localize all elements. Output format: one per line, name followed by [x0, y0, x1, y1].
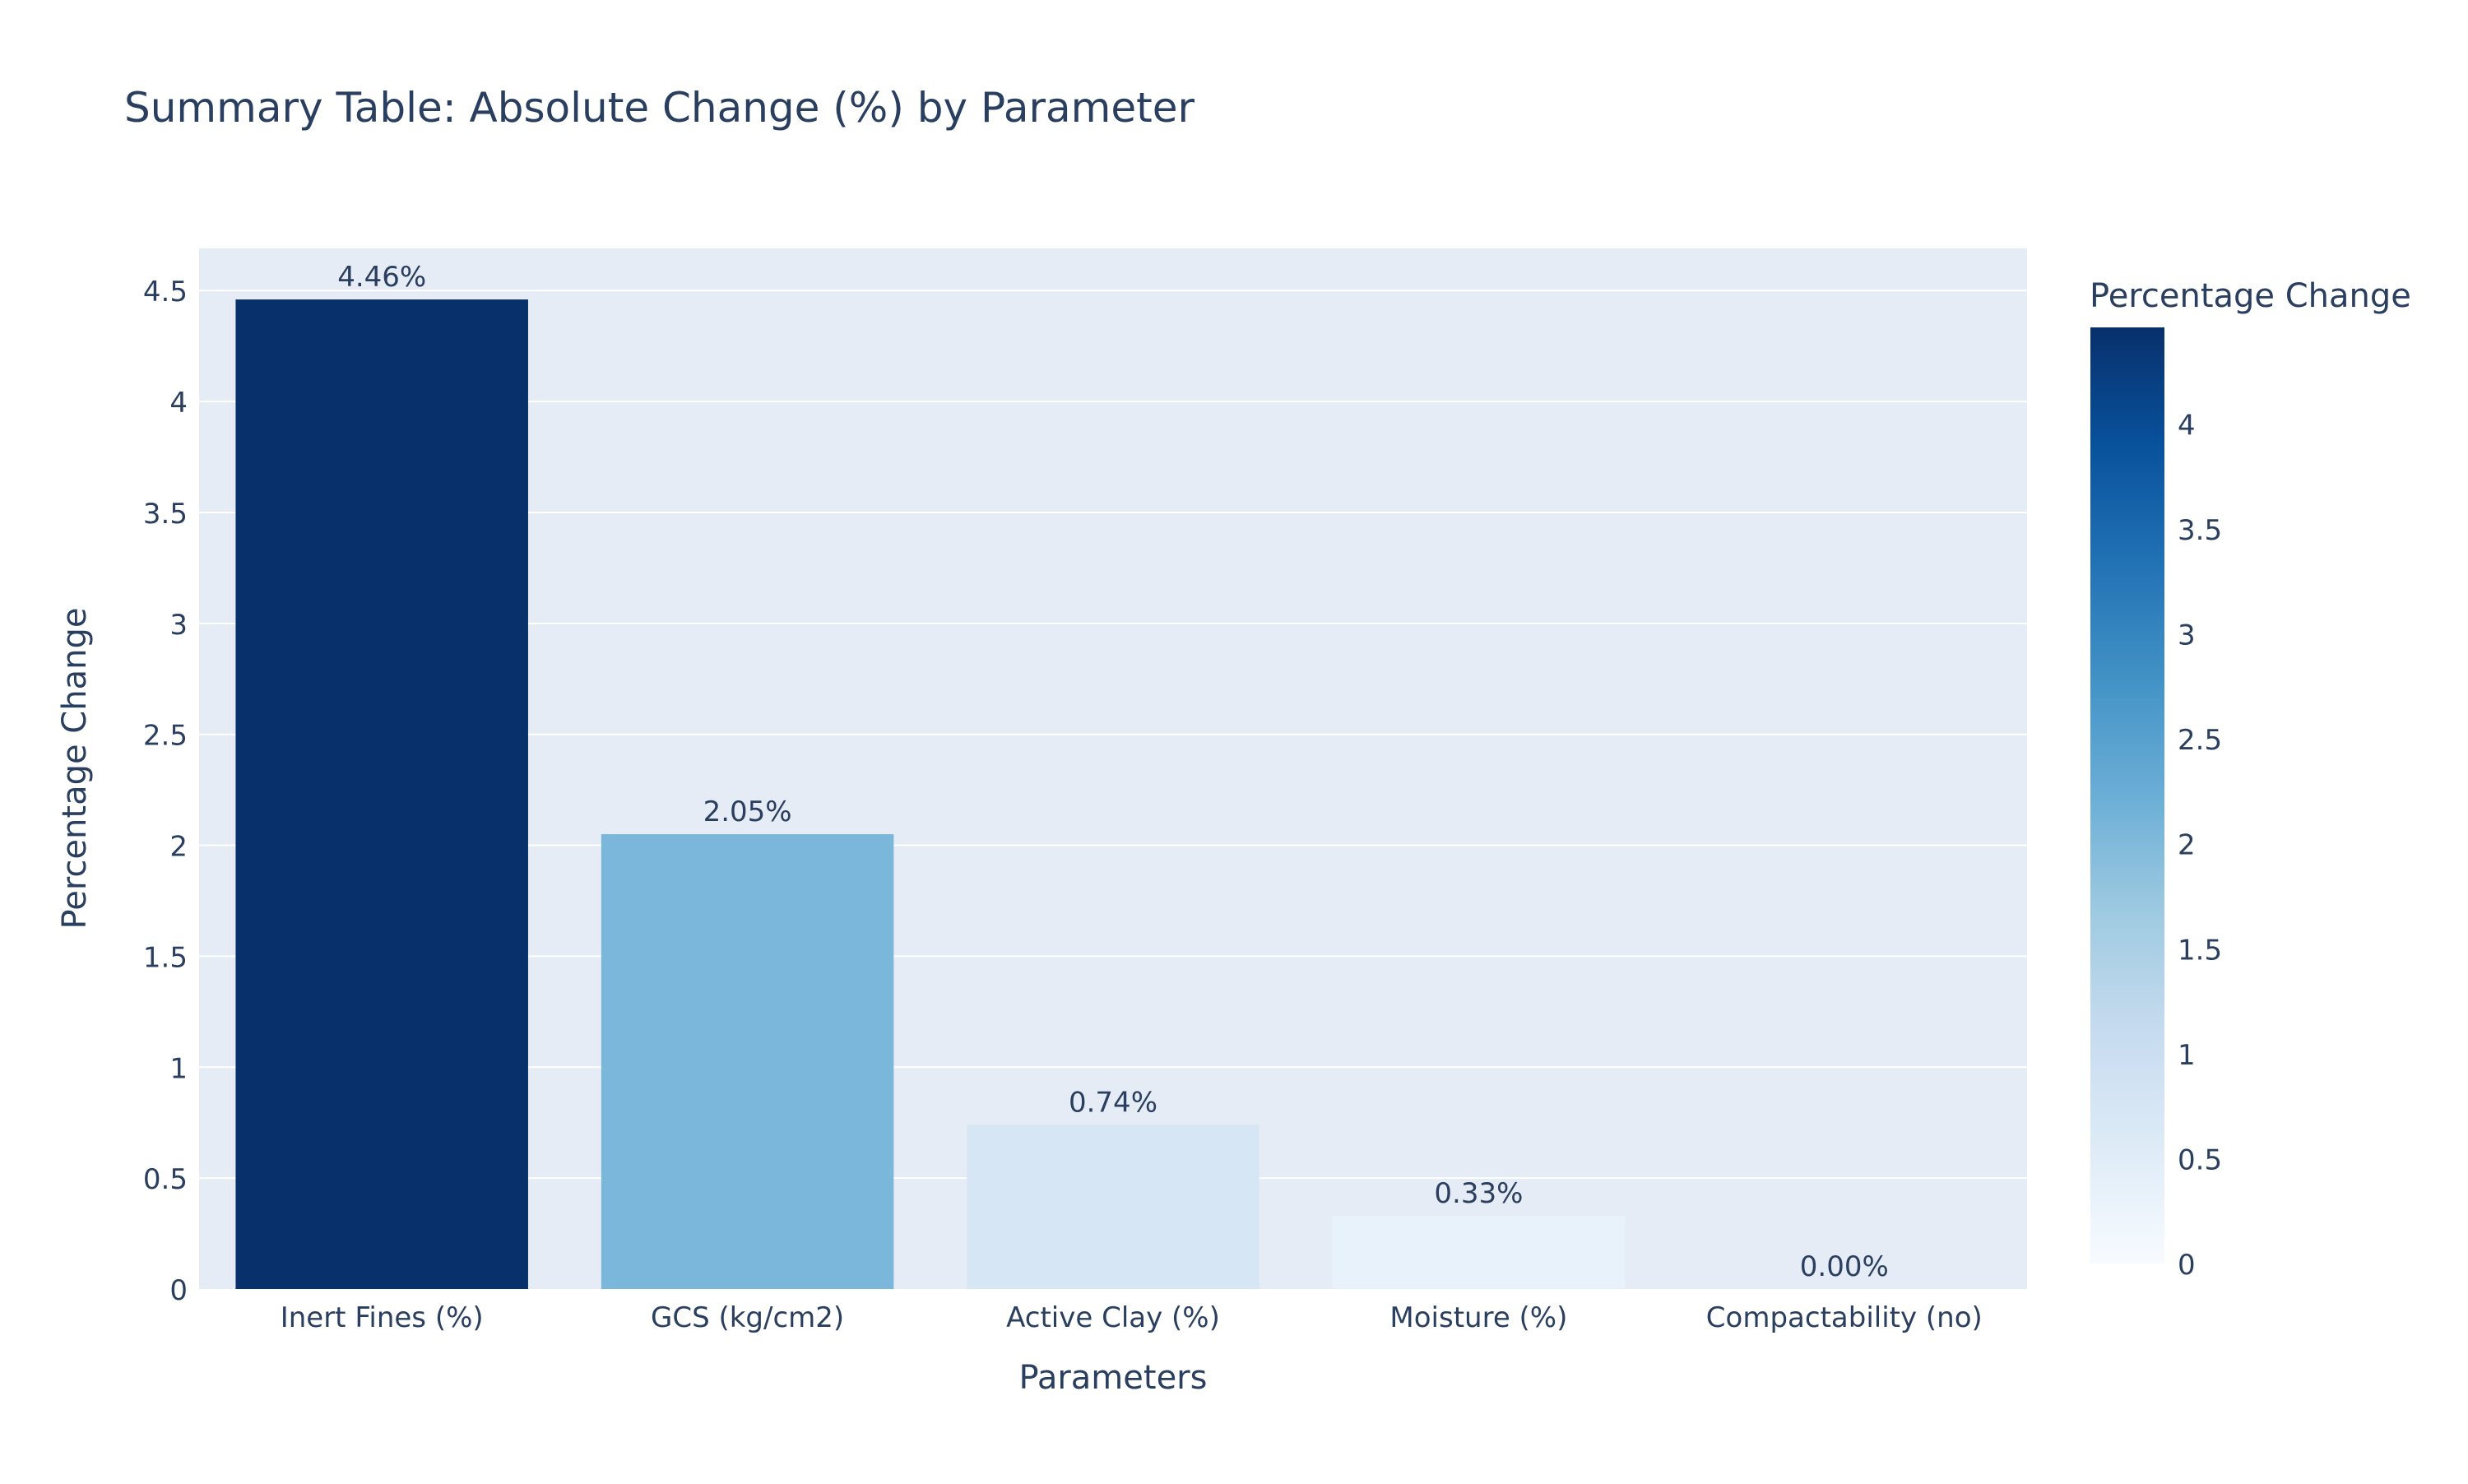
colorbar-ticks: 0 0.5 1 1.5 2 2.5 3 3.5 4: [2178, 409, 2222, 1282]
y-tick-label: 0: [169, 1274, 188, 1307]
bar: [235, 299, 528, 1289]
colorbar-tick-label: 0.5: [2178, 1143, 2222, 1176]
y-tick-label: 1: [169, 1052, 188, 1085]
y-tick-label: 0.5: [143, 1163, 188, 1196]
data-label: 0.33%: [1434, 1177, 1523, 1210]
colorbar-title: Percentage Change: [2090, 277, 2411, 315]
x-tick-label: Moisture (%): [1389, 1301, 1567, 1334]
data-label: 0.74%: [1069, 1086, 1157, 1119]
x-axis-ticks: Inert Fines (%) GCS (kg/cm2) Active Clay (…: [281, 1301, 1983, 1334]
data-label: 0.00%: [1800, 1250, 1889, 1283]
bars: [235, 299, 1626, 1289]
y-tick-label: 3: [169, 609, 188, 642]
x-tick-label: GCS (kg/cm2): [651, 1301, 844, 1334]
colorbar-tick-label: 3.5: [2178, 514, 2222, 547]
colorbar-tick-label: 0: [2178, 1249, 2196, 1282]
y-tick-label: 2.5: [143, 720, 188, 753]
x-tick-label: Compactability (no): [1706, 1301, 1983, 1334]
bar: [1332, 1215, 1626, 1289]
colorbar-tick-label: 2.5: [2178, 724, 2222, 757]
chart-title: Summary Table: Absolute Change (%) by Pa…: [124, 84, 1195, 132]
data-label: 2.05%: [703, 795, 792, 828]
y-tick-label: 4.5: [143, 276, 188, 308]
colorbar-tick-label: 3: [2178, 619, 2196, 652]
y-tick-label: 4: [169, 387, 188, 420]
x-tick-label: Active Clay (%): [1006, 1301, 1220, 1334]
y-tick-label: 1.5: [143, 941, 188, 974]
colorbar-tick-label: 1: [2178, 1039, 2196, 1072]
data-labels: 4.46% 2.05% 0.74% 0.33% 0.00%: [337, 261, 1889, 1283]
y-axis-title: Percentage Change: [56, 608, 94, 930]
y-tick-label: 2: [169, 831, 188, 864]
colorbar: [2090, 327, 2164, 1264]
x-axis-title: Parameters: [1019, 1359, 1208, 1397]
colorbar-tick-label: 4: [2178, 409, 2196, 442]
bar: [967, 1125, 1260, 1289]
bar: [601, 834, 894, 1289]
colorbar-tick-label: 1.5: [2178, 934, 2222, 967]
y-tick-label: 3.5: [143, 498, 188, 531]
x-tick-label: Inert Fines (%): [281, 1301, 484, 1334]
y-axis-ticks: 0 0.5 1 1.5 2 2.5 3 3.5 4 4.5: [143, 276, 188, 1307]
data-label: 4.46%: [337, 261, 426, 294]
colorbar-tick-label: 2: [2178, 829, 2196, 862]
